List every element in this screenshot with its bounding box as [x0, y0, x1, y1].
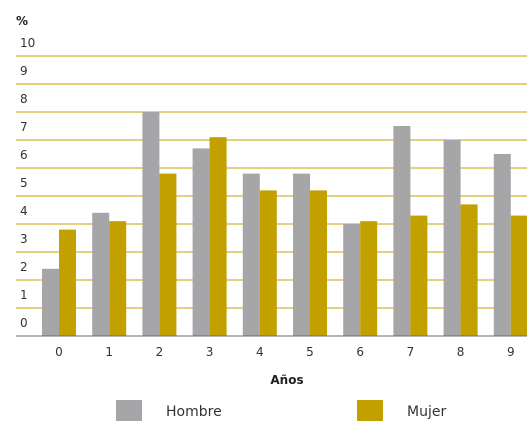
- bar-mujer-1: [109, 221, 127, 336]
- legend-label-mujer: Mujer: [407, 404, 446, 420]
- bar-hombre-8: [443, 140, 461, 336]
- bar-mujer-6: [360, 221, 378, 336]
- bar-hombre-7: [393, 126, 411, 336]
- x-tick-label: 2: [156, 345, 164, 359]
- y-tick-label: 1: [20, 288, 28, 302]
- bar-mujer-2: [159, 173, 177, 336]
- legend-swatch-hombre: [116, 400, 142, 421]
- x-tick-label: 3: [206, 345, 214, 359]
- bar-mujer-4: [259, 190, 277, 336]
- bar-hombre-4: [242, 173, 260, 336]
- bar-mujer-8: [460, 204, 478, 336]
- y-tick-label: 4: [20, 204, 28, 218]
- bar-hombre-9: [493, 154, 511, 336]
- bar-hombre-1: [92, 212, 110, 336]
- x-tick-labels: 0 1 2 3 4 5 6 7 8 9: [55, 345, 514, 359]
- y-tick-label: 8: [20, 92, 28, 106]
- y-tick-label: 6: [20, 148, 28, 162]
- x-tick-label: 9: [507, 345, 515, 359]
- y-tick-label: 5: [20, 176, 28, 190]
- bar-mujer-9: [510, 215, 527, 336]
- x-tick-label: 8: [457, 345, 465, 359]
- legend: Hombre Mujer: [116, 400, 446, 421]
- bar-mujer-0: [59, 229, 76, 336]
- legend-swatch-mujer: [357, 400, 383, 421]
- y-tick-label: 0: [20, 316, 28, 330]
- y-tick-label: 9: [20, 64, 28, 78]
- bar-hombre-3: [192, 148, 210, 336]
- bar-marks: [42, 112, 527, 336]
- bar-hombre-5: [293, 173, 310, 336]
- x-tick-label: 6: [356, 345, 364, 359]
- bar-hombre-6: [343, 224, 361, 336]
- y-tick-label: 2: [20, 260, 28, 274]
- y-axis-label: %: [16, 14, 28, 28]
- x-axis-label: Años: [270, 373, 303, 387]
- bar-mujer-3: [209, 137, 227, 336]
- bar-mujer-5: [310, 190, 327, 336]
- x-tick-label: 7: [407, 345, 415, 359]
- bar-mujer-7: [410, 215, 428, 336]
- x-tick-label: 5: [306, 345, 314, 359]
- y-tick-labels: 0 1 2 3 4 5 6 7 8 9 10: [20, 36, 35, 330]
- bar-hombre-2: [142, 112, 160, 336]
- bar-hombre-0: [42, 268, 59, 336]
- y-tick-label: 7: [20, 120, 28, 134]
- x-tick-label: 1: [105, 345, 113, 359]
- y-tick-label: 10: [20, 36, 35, 50]
- legend-label-hombre: Hombre: [166, 404, 222, 420]
- x-tick-label: 0: [55, 345, 63, 359]
- x-tick-label: 4: [256, 345, 264, 359]
- y-tick-label: 3: [20, 232, 28, 246]
